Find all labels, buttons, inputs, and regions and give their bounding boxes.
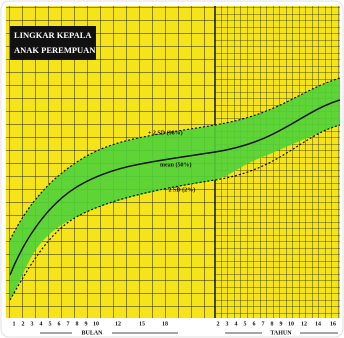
month-label: 5: [49, 321, 52, 327]
year-label: 10: [288, 321, 294, 327]
title-line: ANAK PEREMPUAN: [14, 45, 96, 55]
year-label: 5: [244, 321, 247, 327]
year-label: 8: [271, 321, 274, 327]
year-label: 9: [280, 321, 283, 327]
normal-band: [10, 78, 340, 300]
month-label: 18: [162, 321, 168, 327]
month-label: 12: [115, 321, 121, 327]
year-label: 4: [235, 321, 238, 327]
upper-curve: [9, 77, 341, 241]
month-label: 9: [85, 321, 88, 327]
curve-label: mean (50%): [160, 161, 192, 168]
year-label: 14: [315, 321, 321, 327]
month-label: 3: [31, 321, 34, 327]
year-label: 16: [330, 321, 336, 327]
title-line: LINGKAR KEPALA: [14, 30, 92, 40]
mean-curve: [9, 99, 341, 276]
year-label: 2: [217, 321, 220, 327]
month-label: 8: [76, 321, 79, 327]
month-label: 15: [139, 321, 145, 327]
month-label: 2: [22, 321, 25, 327]
year-label: 12: [301, 321, 307, 327]
year-label: 3: [226, 321, 229, 327]
month-label: 1: [13, 321, 16, 327]
axis-label: TAHUN: [270, 330, 292, 336]
lower-curve: [9, 124, 341, 301]
year-label: 6: [253, 321, 256, 327]
title-box: [10, 26, 96, 60]
year-label: 7: [262, 321, 265, 327]
month-label: 6: [58, 321, 61, 327]
month-label: 7: [67, 321, 70, 327]
curve-label: + 2 SD (98%): [148, 129, 183, 136]
curve-label: - 2 SD (2%): [165, 186, 195, 193]
month-label: 10: [93, 321, 99, 327]
axis-label: BULAN: [81, 330, 103, 336]
month-label: 4: [40, 321, 43, 327]
